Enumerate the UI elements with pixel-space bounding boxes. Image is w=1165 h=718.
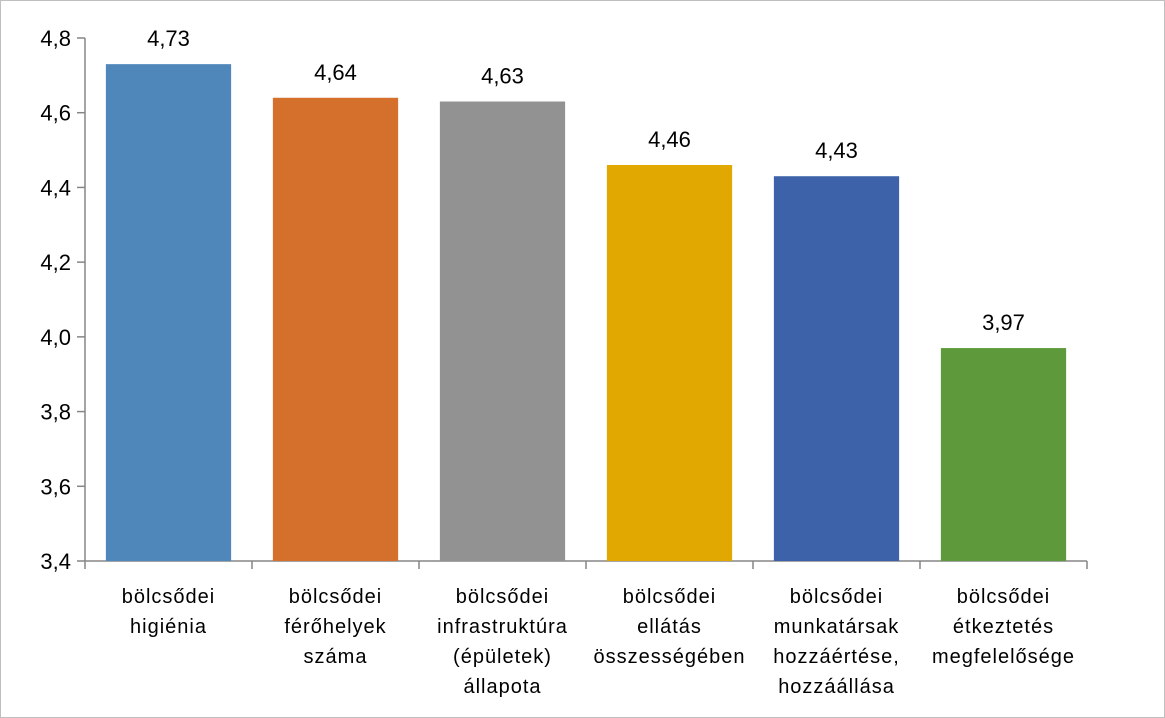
category-label: bölcsődei	[289, 586, 383, 608]
y-axis: 3,4 3,6 3,8 4,0 4,2 4,4 4,6 4,8	[40, 26, 86, 574]
bar	[105, 64, 232, 562]
data-label: 4,63	[481, 64, 524, 89]
category-label: megfelelősége	[932, 646, 1075, 668]
data-label: 4,46	[648, 127, 691, 152]
y-tick-label: 4,6	[40, 101, 71, 126]
bar	[940, 348, 1067, 561]
data-label: 4,64	[314, 60, 357, 85]
category-label: ellátás	[637, 616, 702, 638]
y-tick-label: 4,2	[40, 250, 71, 275]
data-label: 4,73	[147, 26, 190, 51]
bar	[606, 165, 733, 561]
data-labels: 4,73 4,64 4,63 4,46 4,43 3,97	[147, 26, 1025, 335]
y-tick-label: 4,8	[40, 26, 71, 51]
category-label: munkatársak	[774, 616, 900, 638]
category-label: hozzáállása	[778, 676, 895, 698]
category-label: bölcsődei	[957, 586, 1051, 608]
y-tick-label: 3,4	[40, 549, 71, 574]
bar	[439, 101, 566, 561]
category-label: higiénia	[130, 616, 207, 638]
category-label: (épületek)	[453, 646, 552, 668]
category-label: bölcsődei	[623, 586, 717, 608]
bar	[272, 97, 399, 562]
category-label: bölcsődei	[456, 586, 550, 608]
category-label: száma	[304, 646, 368, 668]
category-label: étkeztetés	[953, 616, 1054, 638]
category-label: összességében	[594, 646, 746, 668]
category-label: bölcsődei	[122, 586, 216, 608]
category-label: infrastruktúra	[437, 616, 568, 638]
y-tick-label: 4,0	[40, 325, 71, 350]
category-label: bölcsődei	[790, 586, 884, 608]
bar	[773, 176, 900, 561]
bars	[105, 64, 1067, 562]
y-tick-label: 3,6	[40, 474, 71, 499]
category-label: hozzáértése,	[773, 646, 900, 668]
y-tick-label: 4,4	[40, 175, 71, 200]
y-tick-label: 3,8	[40, 400, 71, 425]
category-labels: bölcsődei higiénia bölcsődei férőhelyek szám…	[122, 586, 1075, 698]
category-label: állapota	[463, 676, 541, 698]
category-label: férőhelyek	[284, 616, 386, 638]
x-axis	[84, 560, 1088, 569]
data-label: 3,97	[982, 310, 1025, 335]
data-label: 4,43	[815, 138, 858, 163]
